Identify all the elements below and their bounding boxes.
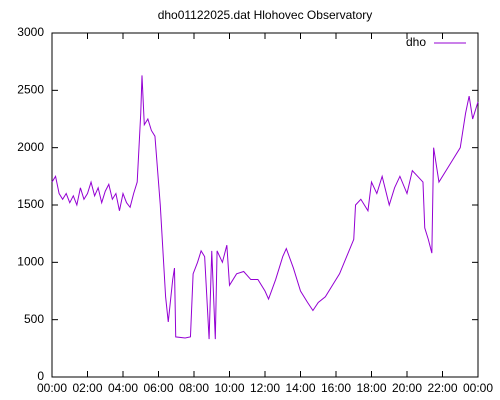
x-tick-label: 16:00	[321, 381, 351, 395]
y-tick-label: 2500	[17, 83, 44, 97]
x-tick-label: 06:00	[143, 381, 173, 395]
x-tick-label: 04:00	[108, 381, 138, 395]
x-tick-label: 00:00	[37, 381, 67, 395]
plot-border	[51, 32, 479, 378]
y-tick-label: 500	[24, 312, 44, 326]
x-tick-label: 22:00	[427, 381, 457, 395]
y-tick-label: 1000	[17, 255, 44, 269]
chart-title: dho01122025.dat Hlohovec Observatory	[158, 8, 373, 22]
x-tick-label: 10:00	[214, 381, 244, 395]
x-tick-label: 12:00	[250, 381, 280, 395]
x-tick-label: 02:00	[72, 381, 102, 395]
x-tick-label: 20:00	[392, 381, 422, 395]
y-tick-label: 3000	[17, 25, 44, 39]
x-tick-label: 18:00	[356, 381, 386, 395]
y-tick-label: 0	[37, 369, 44, 383]
y-tick-label: 1500	[17, 197, 44, 211]
data-line	[51, 75, 479, 340]
x-tick-label: 00:00	[463, 381, 493, 395]
legend-label: dho	[406, 35, 426, 49]
x-tick-label: 14:00	[285, 381, 315, 395]
x-tick-label: 08:00	[179, 381, 209, 395]
y-tick-label: 2000	[17, 140, 44, 154]
